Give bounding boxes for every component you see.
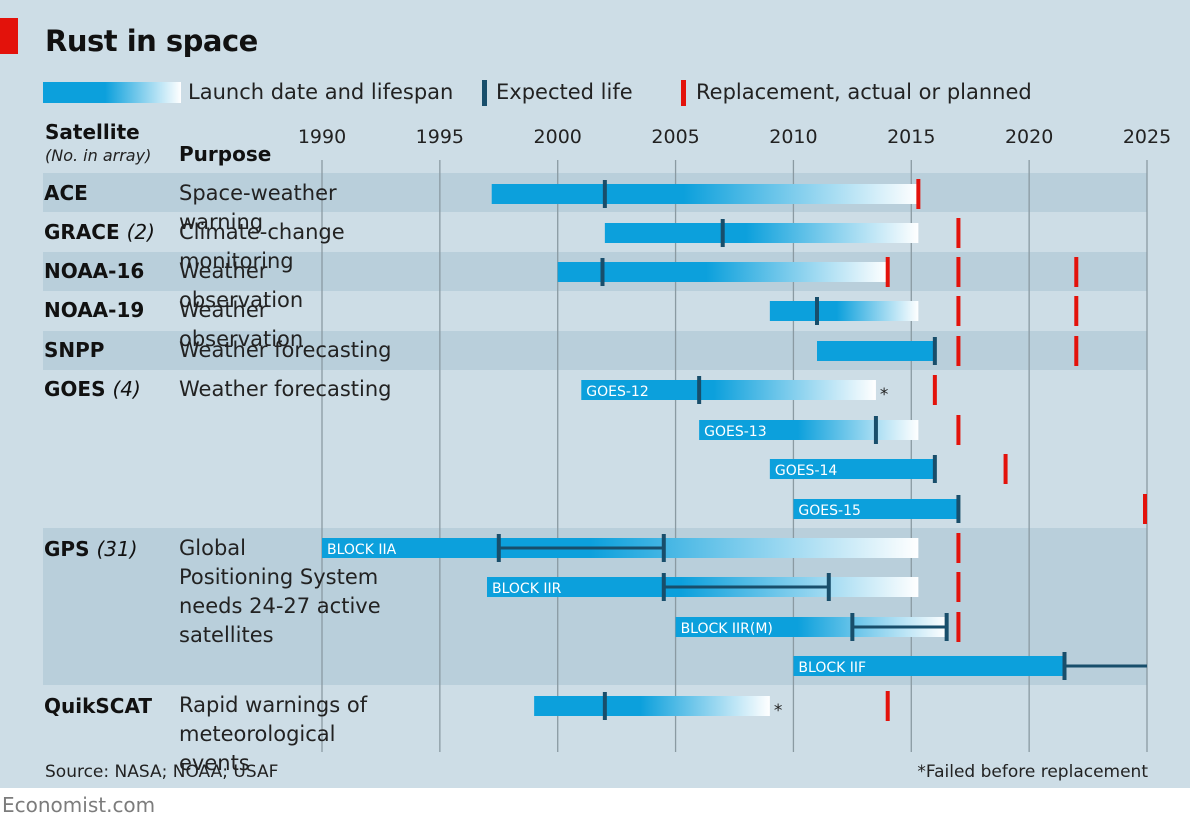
replacement-marker-block-iia-0	[956, 533, 961, 563]
header-satellite: Satellite	[45, 120, 140, 144]
replacement-marker-ace-0	[916, 179, 921, 209]
legend-replacement-marker	[681, 80, 686, 106]
bar-goes-14	[769, 459, 935, 479]
expected-start-block-iia	[496, 534, 501, 562]
expected-end-block-iir	[826, 573, 831, 601]
row-label-noaa-16: NOAA-16	[44, 259, 145, 283]
replacement-marker-snpp-1	[1074, 336, 1079, 366]
row-label-quikscat: QuikSCAT	[44, 694, 153, 718]
bar-label-block-iir: BLOCK IIR	[492, 581, 562, 597]
replacement-marker-noaa-19-0	[956, 296, 961, 326]
expected-start-block-iir-m-	[850, 613, 855, 641]
row-label-noaa-19: NOAA-19	[44, 298, 145, 322]
bar-grace	[604, 223, 919, 243]
bar-label-block-iir-m-: BLOCK IIR(M)	[681, 621, 773, 637]
x-tick-label-1995: 1995	[416, 126, 464, 148]
header-purpose: Purpose	[179, 142, 272, 166]
bar-noaa-19	[769, 301, 919, 321]
replacement-marker-noaa-19-1	[1074, 296, 1079, 326]
legend-lifespan-label: Launch date and lifespan	[188, 80, 454, 104]
x-tick-label-1990: 1990	[298, 126, 346, 148]
replacement-marker-block-iir-m--0	[956, 612, 961, 642]
row-purpose-gps: Global Positioning System needs 24-27 ac…	[179, 536, 381, 647]
x-tick-label-2005: 2005	[651, 126, 699, 148]
row-label-ace: ACE	[44, 181, 88, 205]
expected-start-block-iir	[661, 573, 666, 601]
bar-label-block-iif: BLOCK IIF	[798, 660, 866, 676]
x-tick-label-2020: 2020	[1005, 126, 1053, 148]
replacement-marker-noaa-16-1	[956, 257, 961, 287]
row-label-gps: GPS (31)	[44, 537, 138, 561]
failed-asterisk-goes-12: *	[880, 385, 889, 405]
bar-block-iif	[793, 656, 1065, 676]
legend-expected-label: Expected life	[496, 80, 633, 104]
expected-marker-goes-13-0	[873, 416, 878, 444]
bar-goes-13	[699, 420, 919, 440]
bar-label-goes-13: GOES-13	[704, 424, 766, 440]
row-purpose-goes: Weather forecasting	[179, 377, 392, 401]
bar-ace	[491, 184, 919, 204]
expected-start-block-iif	[1062, 652, 1067, 680]
bar-label-goes-15: GOES-15	[798, 503, 860, 519]
legend-replacement-label: Replacement, actual or planned	[696, 80, 1032, 104]
economist-brand: Economist.com	[2, 793, 156, 817]
failed-asterisk-quikscat: *	[774, 701, 783, 721]
x-tick-label-2000: 2000	[534, 126, 582, 148]
legend-expected-marker	[482, 80, 487, 106]
row-purpose-quikscat: Rapid warnings of meteorological events	[179, 693, 368, 775]
economist-red-tab	[0, 18, 18, 54]
legend-lifespan-swatch	[43, 82, 181, 103]
row-label-snpp: SNPP	[44, 338, 105, 362]
expected-marker-grace-0	[720, 219, 725, 247]
expected-marker-noaa-16-0	[600, 258, 605, 286]
replacement-marker-goes-15-0	[1143, 494, 1147, 524]
bar-quikscat	[534, 696, 770, 716]
row-purpose-noaa-16: Weather observation	[179, 259, 304, 312]
bar-block-iir-m-	[675, 617, 947, 637]
source-note: Source: NASA; NOAA; USAF	[45, 762, 279, 782]
row-band-2	[43, 331, 1147, 370]
bar-label-goes-12: GOES-12	[586, 384, 648, 400]
bar-snpp	[817, 341, 935, 361]
x-tick-label-2010: 2010	[769, 126, 817, 148]
row-purpose-grace: Climate-change monitoring	[179, 220, 345, 273]
header-count-note: (No. in array)	[45, 146, 152, 165]
replacement-marker-noaa-16-2	[1074, 257, 1079, 287]
x-tick-label-2025: 2025	[1123, 126, 1171, 148]
replacement-marker-noaa-16-0	[885, 257, 890, 287]
replacement-marker-goes-13-0	[956, 415, 961, 445]
replacement-marker-snpp-0	[956, 336, 961, 366]
bar-noaa-16	[557, 262, 888, 282]
bar-label-goes-14: GOES-14	[775, 463, 838, 479]
replacement-marker-block-iir-0	[956, 572, 961, 602]
row-purpose-snpp: Weather forecasting	[179, 338, 392, 362]
expected-marker-goes-14-0	[932, 455, 937, 483]
replacement-marker-goes-12-0	[932, 375, 937, 405]
failed-footnote: *Failed before replacement	[917, 762, 1148, 782]
expected-marker-ace-0	[602, 180, 607, 208]
bar-label-block-iia: BLOCK IIA	[327, 542, 397, 558]
expected-end-block-iia	[661, 534, 666, 562]
replacement-marker-grace-0	[956, 218, 961, 248]
x-tick-label-2015: 2015	[887, 126, 935, 148]
gantt-chart: 1990 1995 2000 2005 2010 2015 2020 2025 GOES-12 *…	[43, 126, 1171, 752]
expected-marker-goes-15-0	[956, 495, 961, 523]
row-label-goes: GOES (4)	[44, 377, 141, 401]
row-purpose-ace: Space-weather warning	[179, 181, 337, 234]
expected-marker-goes-12-0	[697, 376, 702, 404]
row-purpose-noaa-19: Weather observation	[179, 298, 304, 351]
bar-goes-12	[581, 380, 876, 400]
expected-marker-quikscat-0	[602, 692, 607, 720]
expected-marker-noaa-19-0	[815, 297, 819, 325]
replacement-marker-goes-14-0	[1003, 454, 1008, 484]
expected-end-block-iir-m-	[944, 613, 949, 641]
bar-goes-15	[793, 499, 959, 519]
expected-marker-snpp-0	[932, 337, 937, 365]
row-label-grace: GRACE (2)	[44, 220, 155, 244]
replacement-marker-quikscat-0	[885, 691, 890, 721]
chart-title: Rust in space	[45, 24, 258, 58]
